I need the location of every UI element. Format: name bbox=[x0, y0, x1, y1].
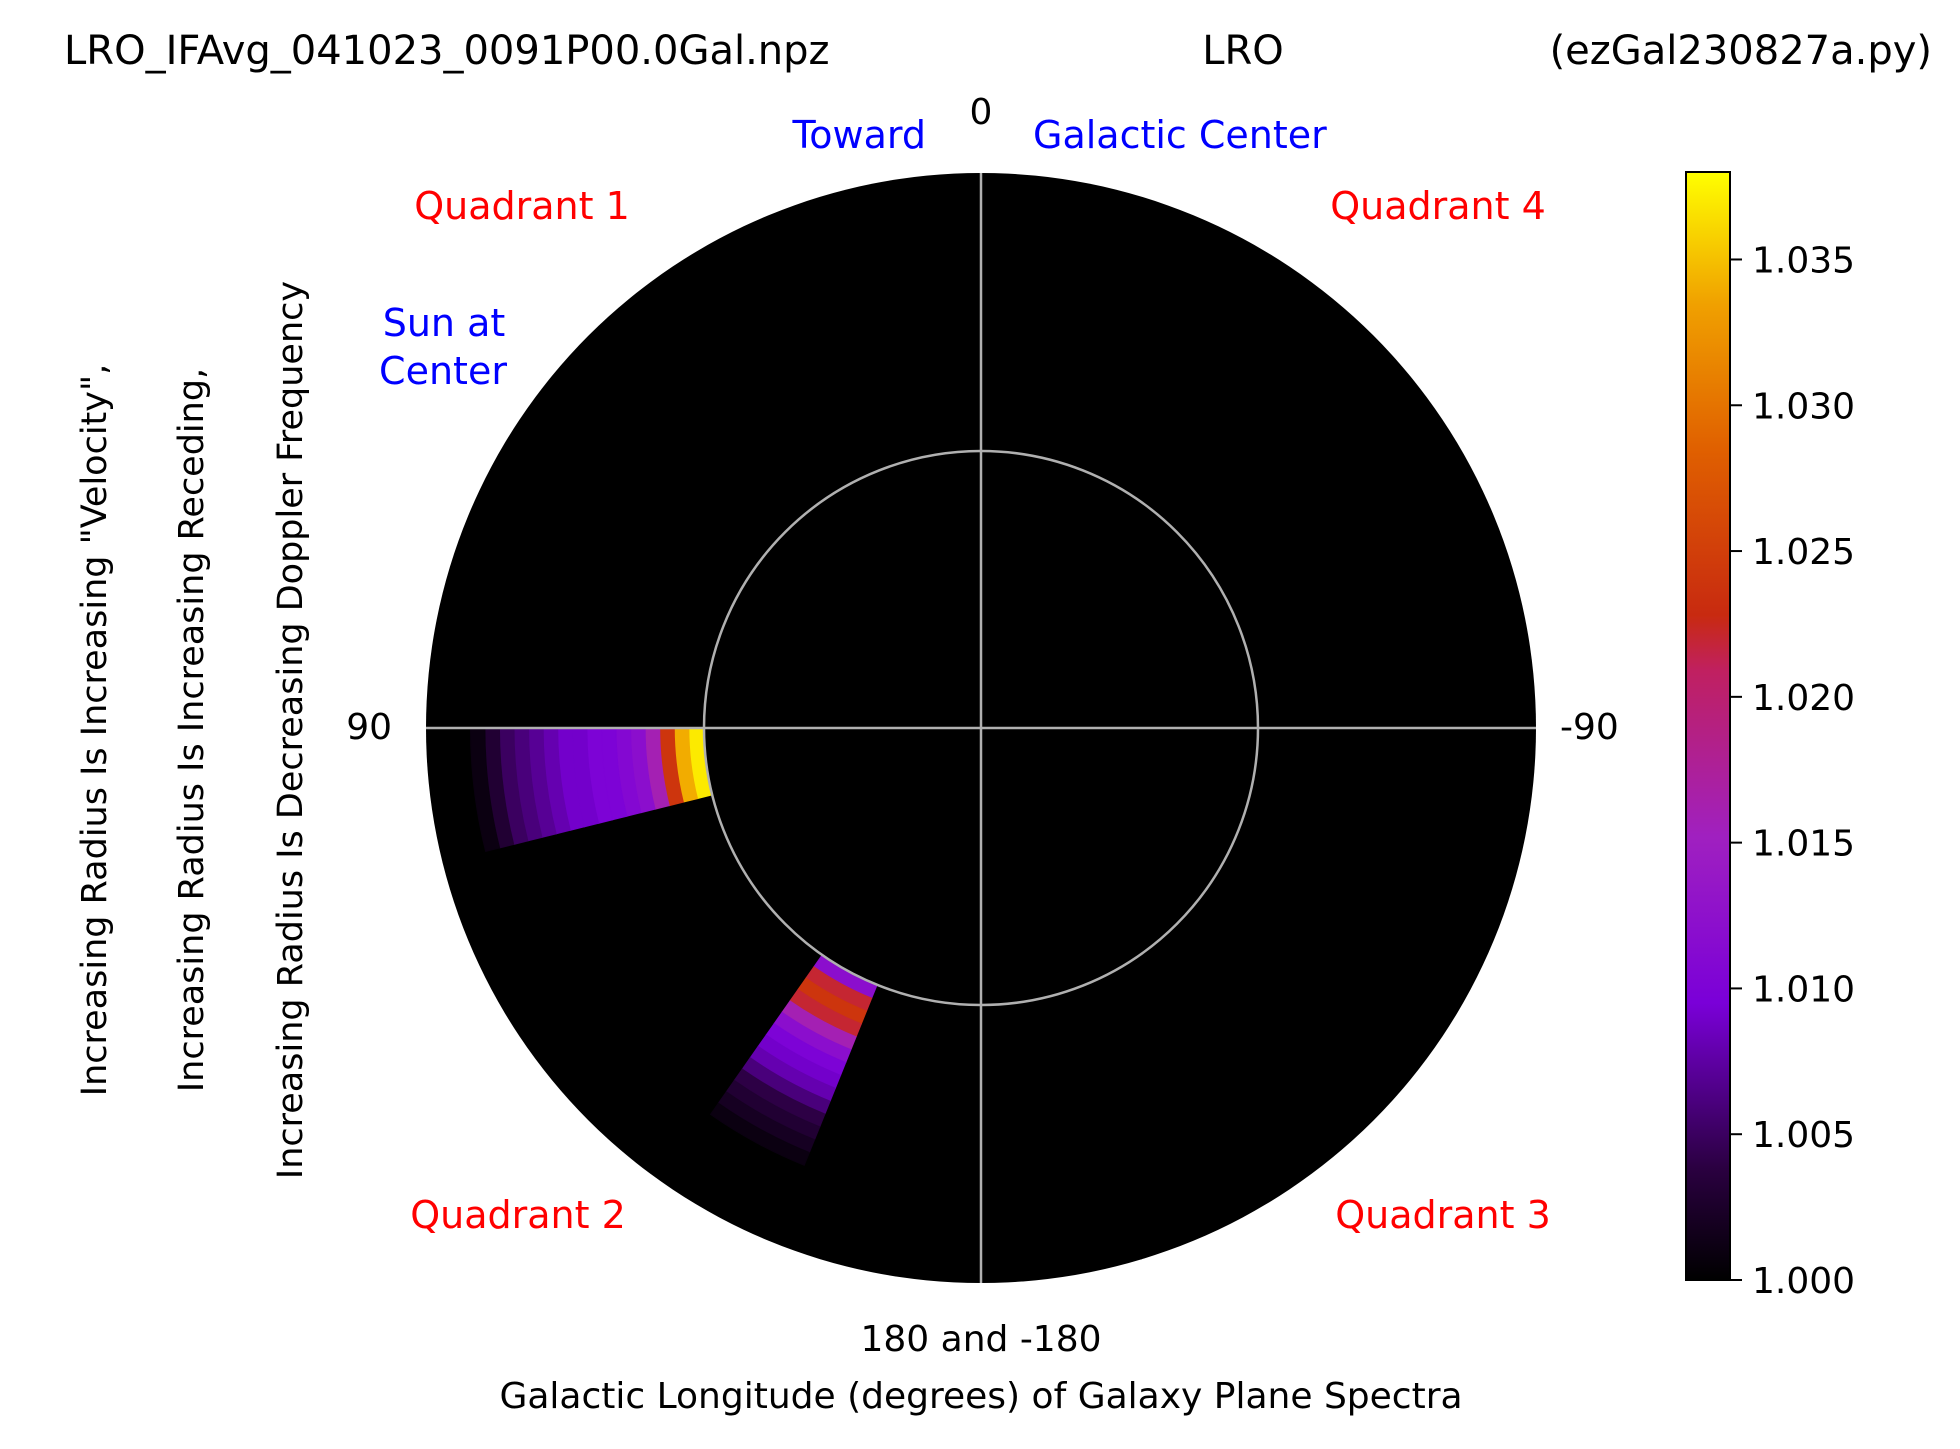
colorbar-tick-label-4: 1.020 bbox=[1752, 678, 1855, 719]
sun-label-line-2: Center bbox=[379, 349, 507, 393]
filename-title: LRO_IFAvg_041023_0091P00.0Gal.npz bbox=[64, 28, 830, 74]
theta-label-90: 90 bbox=[346, 707, 392, 748]
heatmap-cell-wedge1-16 bbox=[469, 727, 501, 853]
theta-label-0: 0 bbox=[970, 92, 993, 133]
sun-label-line-1: Sun at bbox=[383, 301, 506, 345]
colorbar-tick-label-6: 1.030 bbox=[1752, 386, 1855, 427]
colorbar-tick-label-0: 1.000 bbox=[1752, 1261, 1855, 1302]
quadrant-4-label: Quadrant 4 bbox=[1330, 184, 1546, 228]
galactic-center-label: Galactic Center bbox=[1033, 113, 1327, 157]
colorbar-tick-label-7: 1.035 bbox=[1752, 240, 1855, 281]
theta-label-neg90: -90 bbox=[1560, 707, 1619, 748]
quadrant-2-label: Quadrant 2 bbox=[410, 1193, 626, 1237]
colorbar-tick-label-2: 1.010 bbox=[1752, 969, 1855, 1010]
theta-label-180: 180 and -180 bbox=[860, 1319, 1101, 1360]
quadrant-3-label: Quadrant 3 bbox=[1335, 1193, 1551, 1237]
colorbar bbox=[1685, 171, 1731, 1281]
script-title: (ezGal230827a.py) bbox=[1550, 28, 1932, 74]
colorbar-tick-label-1: 1.005 bbox=[1752, 1115, 1855, 1156]
colorbar-tick-label-5: 1.025 bbox=[1752, 532, 1855, 573]
spectra-heatmap bbox=[469, 727, 878, 1166]
site-title: LRO bbox=[1202, 28, 1284, 74]
xlabel: Galactic Longitude (degrees) of Galaxy P… bbox=[499, 1376, 1462, 1417]
colorbar-ticks: 1.000 1.005 1.010 1.015 1.020 1.025 1.030 1.035 bbox=[1730, 240, 1855, 1302]
quadrant-1-label: Quadrant 1 bbox=[414, 184, 630, 228]
colorbar-tick-label-3: 1.015 bbox=[1752, 824, 1855, 865]
ylabel-line-2: Increasing Radius Is Increasing Receding… bbox=[172, 368, 212, 1092]
ylabel-line-1: Increasing Radius Is Increasing "Velocit… bbox=[75, 364, 115, 1096]
toward-label: Toward bbox=[792, 113, 926, 157]
ylabel-line-3: Increasing Radius Is Decreasing Doppler … bbox=[271, 281, 311, 1179]
heatmap-cell-wedge2-14 bbox=[709, 1102, 810, 1166]
